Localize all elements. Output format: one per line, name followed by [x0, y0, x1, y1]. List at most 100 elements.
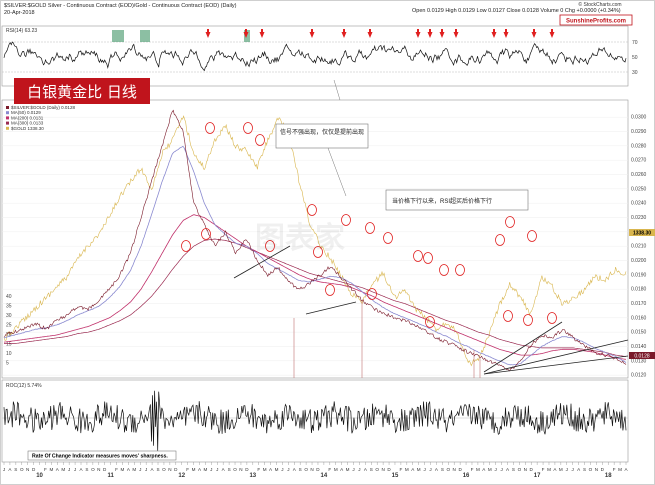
rsi-signal-arrow-stem	[261, 29, 263, 32]
rsi-signal-arrow	[309, 32, 315, 38]
x-tick-label: A	[411, 467, 415, 472]
rsi-signal-arrow-stem	[493, 29, 495, 32]
x-tick-label: M	[203, 467, 207, 472]
x-tick-label: M	[61, 467, 65, 472]
rsi-signal-arrow-stem	[455, 29, 457, 32]
main-right-tick-label: 0.0160	[631, 315, 647, 321]
rsi-signal-arrow	[453, 32, 459, 38]
header-copyright: © StockCharts.com	[578, 1, 621, 8]
main-left-tick-label: 30	[6, 313, 12, 319]
main-left-tick-label: 5	[6, 361, 9, 367]
rsi-signal-arrow	[415, 32, 421, 38]
series-line-gold	[3, 115, 627, 367]
x-tick-label: S	[85, 467, 88, 472]
x-tick-label: D	[530, 467, 534, 472]
x-tick-label: A	[127, 467, 131, 472]
roc-note: Rate Of Change Indicator measures moves'…	[32, 454, 168, 460]
x-tick-label: J	[287, 467, 289, 472]
x-tick-label: O	[589, 467, 593, 472]
signal-circle	[341, 214, 351, 226]
rsi-overbought-fill	[140, 30, 150, 42]
x-tick-label: J	[74, 467, 76, 472]
x-tick-label: F	[115, 467, 118, 472]
main-right-ticks: 0.0300 0.0290 0.0280 0.0270 0.0260 0.0250 0.02…	[631, 115, 647, 379]
rsi-signal-arrow	[549, 32, 555, 38]
x-tick-label: J	[429, 467, 431, 472]
signal-circle	[243, 122, 253, 134]
ratio-last-value: 0.0128	[634, 354, 650, 360]
x-tick-label: O	[20, 467, 24, 472]
legend-swatch	[6, 116, 9, 120]
signal-circle	[495, 234, 505, 246]
x-tick-label: M	[263, 467, 267, 472]
x-tick-label: A	[553, 467, 557, 472]
rsi-signal-arrows	[205, 29, 555, 38]
x-tick-label: O	[518, 467, 522, 472]
signal-circle	[439, 264, 449, 276]
x-tick-label: A	[151, 467, 155, 472]
x-tick-label: F	[542, 467, 545, 472]
legend-entry: $SILVER:$GOLD (Daily) 0.0128	[11, 105, 75, 110]
x-tick-label: M	[121, 467, 125, 472]
rsi-signal-arrow	[531, 32, 537, 38]
legend-swatch	[6, 126, 9, 130]
roc-line	[3, 390, 627, 451]
x-tick-label: A	[293, 467, 297, 472]
annotation-pointer-1b	[327, 147, 347, 197]
x-tick-label: 17	[534, 473, 541, 479]
x-tick-label: D	[103, 467, 107, 472]
signal-circle	[383, 232, 393, 244]
rsi-signal-arrow-stem	[441, 29, 443, 32]
x-tick-label: S	[370, 467, 373, 472]
x-tick-label: S	[156, 467, 159, 472]
main-right-tick-label: 0.0270	[631, 158, 647, 164]
x-tick-label: O	[91, 467, 95, 472]
main-right-tick-label: 0.0210	[631, 244, 647, 250]
main-right-tick-label: 0.0140	[631, 344, 647, 350]
title-banner	[14, 78, 150, 104]
rsi-label: RSI(14) 63.23	[6, 28, 37, 34]
x-tick-label: N	[381, 467, 384, 472]
rsi-signal-arrow-stem	[551, 29, 553, 32]
roc-frame	[1, 379, 629, 463]
x-tick-label: F	[44, 467, 47, 472]
rsi-overbought-fills	[112, 30, 250, 42]
legend-entry: MA(200) 0.0131	[11, 115, 44, 120]
x-tick-label: J	[139, 467, 141, 472]
rsi-signal-arrow	[439, 32, 445, 38]
x-tick-label: D	[245, 467, 249, 472]
main-left-tick-label: 15	[6, 342, 12, 348]
annotation-box-1	[275, 123, 369, 149]
x-tick-label: M	[132, 467, 136, 472]
signal-circle	[205, 122, 215, 134]
gold-last-value: 1338.30	[633, 231, 651, 237]
main-right-tick-label: 0.0280	[631, 143, 647, 149]
x-tick-label: N	[310, 467, 313, 472]
x-tick-label: J	[566, 467, 568, 472]
x-tick-label: N	[239, 467, 242, 472]
annotation-text-2: 当价格下行以来，RSI超买后价格下行	[392, 197, 492, 205]
x-tick-label: 16	[463, 473, 470, 479]
signal-circle	[265, 240, 275, 252]
x-tick-label: F	[471, 467, 474, 472]
rsi-signal-arrow-stem	[429, 29, 431, 32]
series-line-ma50	[3, 146, 627, 366]
legend-swatch	[6, 121, 9, 125]
main-right-tick-label: 0.0290	[631, 129, 647, 135]
gold-last-tag	[629, 229, 655, 236]
x-tick-label: D	[174, 467, 178, 472]
signal-circle	[505, 216, 515, 228]
x-tick-label: A	[364, 467, 368, 472]
x-tick-label: A	[506, 467, 510, 472]
x-tick-label: A	[482, 467, 486, 472]
x-tick-label: M	[192, 467, 196, 472]
trend-line	[305, 301, 357, 315]
rsi-overbought-fill	[112, 30, 124, 42]
x-tick-label: D	[387, 467, 391, 472]
rsi-signal-arrow	[205, 32, 211, 38]
main-left-tick-label: 10	[6, 351, 12, 357]
signal-circle	[425, 316, 435, 328]
legend-swatch	[6, 106, 9, 109]
x-tick-label: O	[233, 467, 237, 472]
